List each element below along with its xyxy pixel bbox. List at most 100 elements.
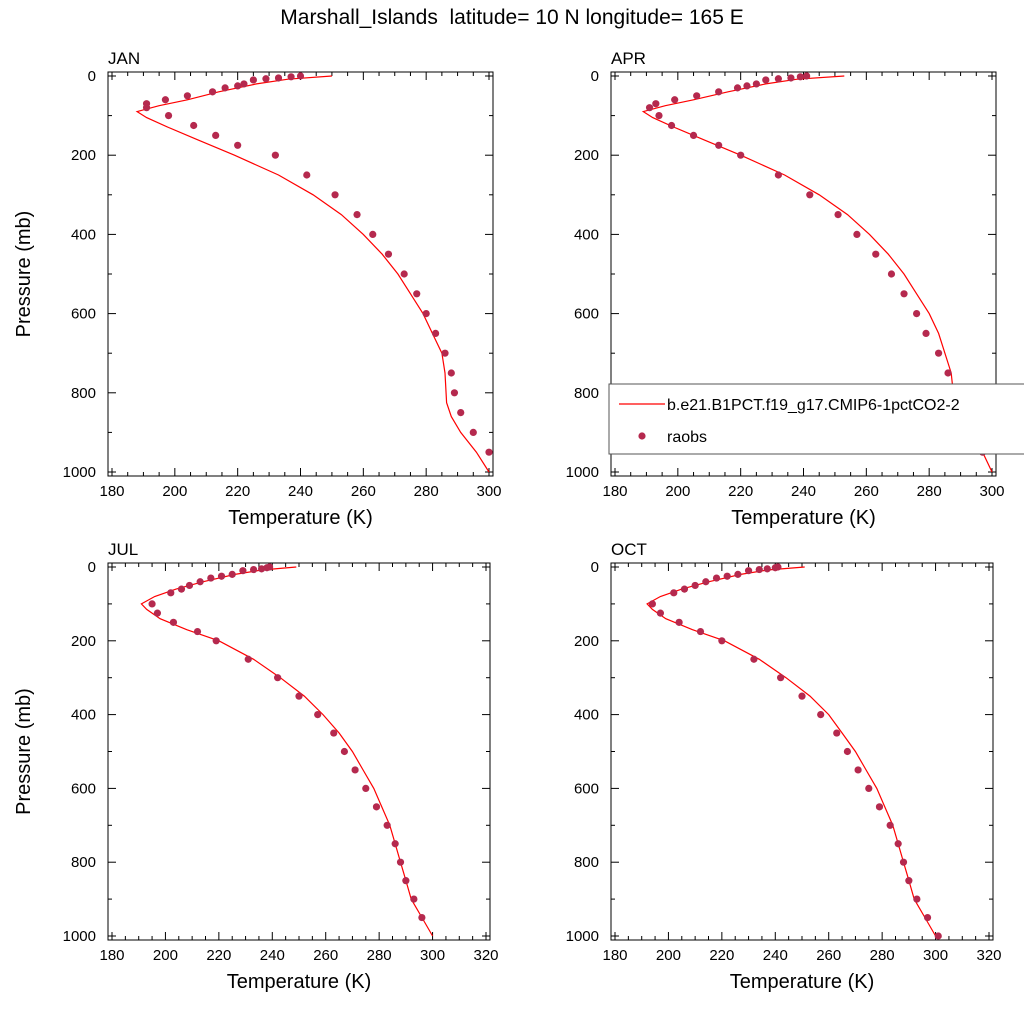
obs-point [431, 329, 440, 337]
obs-point [843, 747, 852, 756]
y-tick-label: 400 [574, 707, 599, 724]
x-tick-label: 320 [473, 947, 498, 964]
x-tick-label: 300 [979, 483, 1004, 500]
obs-point [457, 409, 465, 417]
obs-point [887, 270, 896, 278]
x-tick-label: 260 [313, 947, 338, 964]
obs-point [755, 565, 763, 574]
obs-point [752, 80, 760, 88]
plot-frame [107, 562, 491, 941]
y-tick-label: 0 [591, 559, 599, 576]
obs-point [450, 389, 459, 397]
model-profile-line [646, 566, 937, 937]
obs-point [872, 250, 880, 258]
y-tick-label: 600 [574, 780, 599, 797]
obs-point [303, 171, 311, 179]
obs-point [667, 121, 676, 130]
x-tick-label: 280 [870, 947, 895, 964]
obs-point [648, 600, 657, 608]
obs-point [944, 369, 952, 377]
obs-point [196, 578, 204, 586]
obs-point [798, 692, 806, 700]
obs-point [208, 88, 217, 96]
obs-point [234, 141, 242, 149]
x-axis-label: Temperature (K) [228, 507, 373, 529]
obs-point [418, 913, 426, 922]
x-tick-label: 280 [414, 483, 439, 500]
obs-point [806, 191, 814, 199]
obs-point [905, 877, 913, 885]
y-axis-label: Pressure (mb) [13, 688, 35, 815]
obs-point [177, 585, 186, 593]
obs-point [834, 211, 842, 219]
y-tick-label: 200 [71, 633, 96, 650]
x-tick-label: 200 [656, 947, 681, 964]
obs-point [774, 171, 782, 179]
obs-point [400, 270, 408, 278]
obs-point [913, 895, 921, 903]
x-tick-label: 240 [791, 483, 816, 500]
legend-entry-obs: raobs [667, 429, 707, 446]
legend-marker-swatch [638, 432, 646, 440]
obs-point [671, 96, 679, 104]
x-tick-label: 240 [763, 947, 788, 964]
x-tick-label: 240 [260, 947, 285, 964]
obs-point [875, 803, 884, 811]
obs-point [228, 570, 236, 578]
y-tick-label: 0 [88, 559, 96, 576]
obs-point [161, 96, 170, 104]
plot-frame [107, 71, 494, 477]
obs-point [330, 729, 338, 737]
y-tick-label: 400 [574, 226, 599, 243]
chart-panel-jul: JUL 180 200 220 240 260 280 300 320 0 200 400 600 800… [13, 540, 499, 993]
y-tick-label: 800 [574, 385, 599, 402]
obs-point [153, 609, 162, 617]
obs-point [750, 655, 758, 663]
obs-point [391, 840, 399, 848]
obs-point [652, 100, 660, 108]
panel-label: APR [611, 49, 646, 68]
y-tick-label: 600 [71, 306, 96, 323]
panel-label: JAN [108, 49, 140, 68]
x-tick-label: 240 [288, 483, 313, 500]
model-profile-line [135, 75, 490, 473]
obs-point [737, 151, 745, 159]
obs-point [167, 589, 175, 597]
obs-point [675, 618, 683, 626]
x-tick-label: 200 [153, 947, 178, 964]
chart-panel-apr: APR 180 200 220 240 260 280 300 0 200 400 600 800 100… [566, 49, 1024, 529]
obs-point [296, 72, 305, 80]
obs-point [923, 913, 932, 922]
obs-point [263, 564, 271, 572]
obs-point [787, 74, 795, 82]
obs-point [164, 112, 173, 120]
obs-point [274, 674, 282, 682]
obs-point [733, 84, 742, 92]
chart-panel-oct: OCT 180 200 220 240 260 280 300 320 0 200 400 600 800… [566, 540, 1002, 993]
x-tick-label: 220 [728, 483, 753, 500]
obs-point [900, 290, 908, 298]
x-tick-label: 300 [476, 483, 501, 500]
obs-point [353, 211, 361, 219]
obs-point [362, 784, 370, 793]
x-tick-label: 280 [917, 483, 942, 500]
obs-point [413, 290, 421, 298]
obs-point [680, 585, 689, 593]
obs-point [244, 655, 252, 663]
obs-point [217, 572, 226, 580]
obs-point [262, 75, 270, 83]
x-tick-label: 260 [351, 483, 376, 500]
obs-point [922, 329, 930, 337]
y-tick-label: 800 [71, 854, 96, 871]
y-tick-label: 1000 [566, 464, 599, 481]
obs-point [239, 567, 247, 575]
x-tick-label: 320 [976, 947, 1001, 964]
obs-point [148, 600, 156, 608]
obs-point [763, 565, 771, 573]
y-tick-label: 1000 [63, 928, 96, 945]
obs-point [372, 803, 381, 811]
obs-point [314, 711, 322, 719]
obs-point [287, 73, 295, 81]
obs-point [402, 877, 410, 885]
y-tick-label: 0 [591, 68, 599, 85]
